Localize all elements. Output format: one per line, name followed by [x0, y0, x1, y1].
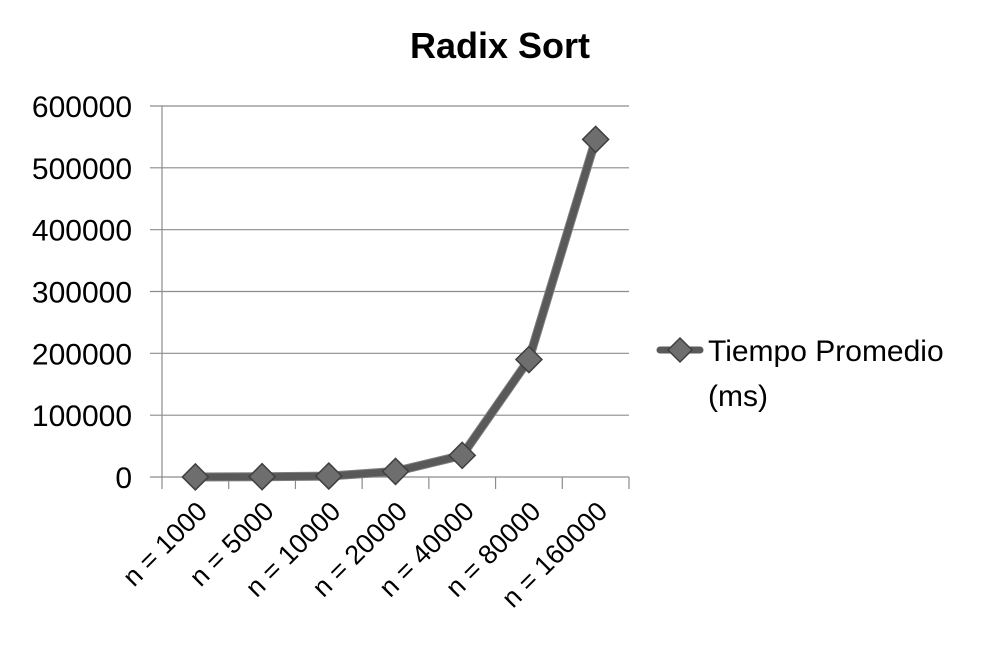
legend-label-line-1: Tiempo Promedio — [708, 335, 944, 368]
series-line-shadow — [190, 134, 601, 482]
legend-label-line-2: (ms) — [708, 380, 768, 413]
y-tick-label: 500000 — [32, 153, 132, 186]
grid — [150, 105, 629, 416]
legend: Tiempo Promedio (ms) — [656, 335, 944, 413]
y-tick-label: 600000 — [32, 91, 132, 124]
y-tick-labels: 0 100000 200000 300000 400000 500000 600000 — [32, 91, 132, 495]
data-point-marker — [514, 345, 543, 374]
chart-title: Radix Sort — [410, 25, 590, 66]
data-point-marker — [248, 462, 277, 491]
y-tick-label: 0 — [115, 462, 132, 495]
data-point-marker — [448, 441, 477, 470]
axes — [150, 106, 630, 489]
y-tick-label: 200000 — [32, 338, 132, 371]
legend-marker-icon — [666, 336, 694, 364]
y-tick-label: 300000 — [32, 277, 132, 310]
data-point-marker — [581, 125, 610, 154]
series-plot — [181, 125, 610, 491]
data-point-marker — [314, 462, 343, 491]
data-point-marker — [381, 457, 410, 486]
y-tick-label: 400000 — [32, 215, 132, 248]
series-line — [191, 135, 600, 481]
data-point-marker — [181, 462, 210, 491]
y-tick-label: 100000 — [32, 400, 132, 433]
